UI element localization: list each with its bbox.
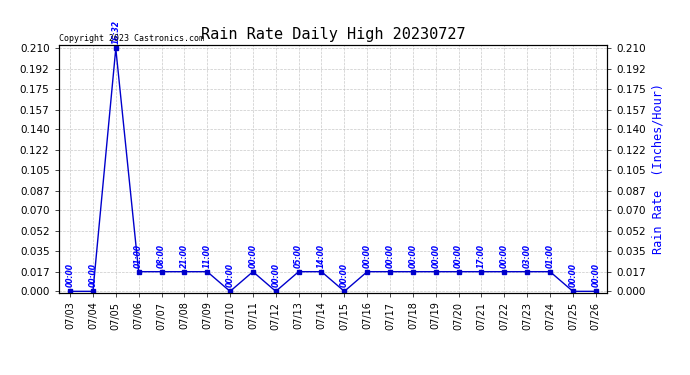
Text: 00:00: 00:00 — [591, 263, 600, 287]
Text: 00:00: 00:00 — [66, 263, 75, 287]
Text: 00:00: 00:00 — [88, 263, 97, 287]
Title: Rain Rate Daily High 20230727: Rain Rate Daily High 20230727 — [201, 27, 465, 42]
Text: 03:00: 03:00 — [523, 243, 532, 267]
Text: 00:00: 00:00 — [431, 243, 440, 267]
Text: 00:00: 00:00 — [500, 243, 509, 267]
Text: 00:00: 00:00 — [386, 243, 395, 267]
Text: 21:00: 21:00 — [180, 243, 189, 267]
Text: 00:00: 00:00 — [454, 243, 463, 267]
Text: 00:00: 00:00 — [408, 243, 417, 267]
Text: 11:00: 11:00 — [203, 243, 212, 267]
Text: 16:32: 16:32 — [111, 20, 120, 44]
Text: 00:00: 00:00 — [271, 263, 280, 287]
Text: 14:00: 14:00 — [317, 243, 326, 267]
Text: 00:00: 00:00 — [569, 263, 578, 287]
Text: Copyright 2023 Castronics.com: Copyright 2023 Castronics.com — [59, 33, 204, 42]
Text: 00:00: 00:00 — [226, 263, 235, 287]
Y-axis label: Rain Rate  (Inches/Hour): Rain Rate (Inches/Hour) — [651, 83, 664, 254]
Text: 00:00: 00:00 — [340, 263, 349, 287]
Text: 05:00: 05:00 — [294, 243, 303, 267]
Text: 17:00: 17:00 — [477, 243, 486, 267]
Text: 00:00: 00:00 — [363, 243, 372, 267]
Text: 00:00: 00:00 — [248, 243, 257, 267]
Text: 01:00: 01:00 — [546, 243, 555, 267]
Text: 01:00: 01:00 — [134, 243, 143, 267]
Text: 08:00: 08:00 — [157, 243, 166, 267]
